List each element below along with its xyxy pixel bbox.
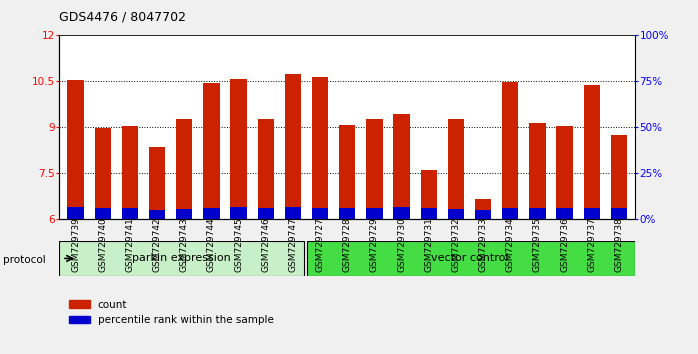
Bar bbox=[95, 208, 111, 219]
Text: GSM729742: GSM729742 bbox=[153, 217, 162, 272]
Bar bbox=[502, 82, 519, 219]
Bar bbox=[149, 147, 165, 219]
Bar bbox=[529, 208, 546, 219]
Bar bbox=[68, 80, 84, 219]
Bar bbox=[475, 199, 491, 219]
Text: GSM729736: GSM729736 bbox=[560, 217, 569, 272]
Bar bbox=[176, 209, 193, 219]
Bar bbox=[339, 208, 355, 219]
Bar bbox=[611, 135, 627, 219]
Text: parkin expression: parkin expression bbox=[132, 253, 231, 263]
Text: GSM729737: GSM729737 bbox=[587, 217, 596, 272]
Text: GSM729745: GSM729745 bbox=[234, 217, 243, 272]
Bar bbox=[68, 207, 84, 219]
Bar bbox=[366, 119, 383, 219]
Text: GSM729743: GSM729743 bbox=[180, 217, 188, 272]
Bar bbox=[584, 208, 600, 219]
Text: GSM729735: GSM729735 bbox=[533, 217, 542, 272]
Bar bbox=[611, 208, 627, 219]
Text: GSM729732: GSM729732 bbox=[452, 217, 461, 272]
Bar bbox=[285, 207, 301, 219]
Bar bbox=[230, 207, 247, 219]
Bar bbox=[312, 77, 328, 219]
Text: GSM729738: GSM729738 bbox=[614, 217, 623, 272]
Bar bbox=[502, 208, 519, 219]
Text: GSM729734: GSM729734 bbox=[506, 217, 514, 272]
Bar bbox=[176, 119, 193, 219]
Bar bbox=[312, 208, 328, 219]
Bar bbox=[285, 74, 301, 219]
Bar bbox=[258, 208, 274, 219]
Bar bbox=[394, 207, 410, 219]
Text: GSM729747: GSM729747 bbox=[288, 217, 297, 272]
Bar bbox=[366, 208, 383, 219]
Bar bbox=[394, 114, 410, 219]
Text: vector control: vector control bbox=[431, 253, 508, 263]
Text: GSM729727: GSM729727 bbox=[315, 217, 325, 272]
Text: GSM729739: GSM729739 bbox=[71, 217, 80, 272]
Bar bbox=[447, 209, 464, 219]
Text: GSM729728: GSM729728 bbox=[343, 217, 352, 272]
Text: GSM729746: GSM729746 bbox=[261, 217, 270, 272]
Bar bbox=[447, 119, 464, 219]
Bar bbox=[95, 128, 111, 219]
Bar bbox=[556, 126, 572, 219]
Text: GSM729741: GSM729741 bbox=[126, 217, 135, 272]
Bar bbox=[475, 210, 491, 219]
Text: protocol: protocol bbox=[3, 255, 46, 265]
Bar bbox=[230, 79, 247, 219]
Bar bbox=[421, 170, 437, 219]
Text: GSM729729: GSM729729 bbox=[370, 217, 379, 272]
Text: GSM729733: GSM729733 bbox=[479, 217, 488, 272]
Text: GDS4476 / 8047702: GDS4476 / 8047702 bbox=[59, 11, 186, 24]
Bar bbox=[149, 210, 165, 219]
Bar bbox=[59, 241, 304, 276]
Bar bbox=[203, 83, 220, 219]
Bar bbox=[339, 125, 355, 219]
Legend: count, percentile rank within the sample: count, percentile rank within the sample bbox=[64, 296, 278, 329]
Text: GSM729731: GSM729731 bbox=[424, 217, 433, 272]
Bar bbox=[258, 119, 274, 219]
Bar bbox=[556, 208, 572, 219]
Bar bbox=[529, 123, 546, 219]
Text: GSM729744: GSM729744 bbox=[207, 217, 216, 272]
Bar bbox=[306, 241, 635, 276]
Text: GSM729730: GSM729730 bbox=[397, 217, 406, 272]
Bar bbox=[203, 208, 220, 219]
Bar bbox=[122, 126, 138, 219]
Bar bbox=[584, 85, 600, 219]
Bar bbox=[122, 208, 138, 219]
Bar bbox=[421, 208, 437, 219]
Text: GSM729740: GSM729740 bbox=[98, 217, 107, 272]
